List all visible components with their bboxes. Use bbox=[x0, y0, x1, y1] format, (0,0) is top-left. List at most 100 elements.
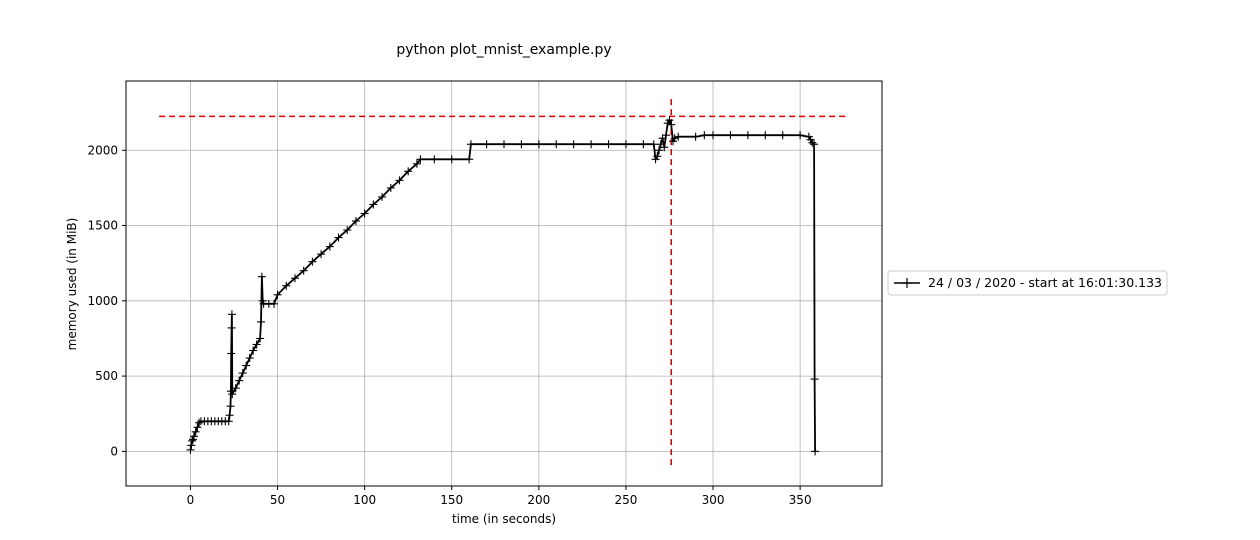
data-point bbox=[662, 131, 670, 140]
data-point bbox=[249, 346, 258, 355]
data-point bbox=[343, 226, 352, 235]
data-point bbox=[665, 116, 674, 125]
x-tick-label-250: 250 bbox=[614, 493, 637, 507]
data-point bbox=[395, 176, 404, 185]
data-point bbox=[299, 266, 308, 275]
reference-lines bbox=[159, 99, 849, 468]
x-tick-label-50: 50 bbox=[270, 493, 285, 507]
y-tick-label-1500: 1500 bbox=[87, 219, 118, 233]
data-point bbox=[186, 445, 195, 454]
data-point bbox=[308, 257, 317, 266]
data-point bbox=[290, 274, 299, 283]
data-point bbox=[225, 411, 234, 420]
data-point bbox=[231, 384, 240, 393]
data-point bbox=[386, 183, 395, 192]
data-series bbox=[186, 116, 820, 456]
data-point bbox=[655, 146, 664, 155]
data-point bbox=[404, 167, 413, 176]
axis-ticks: 0 50 100 150 200 250 300 350 0 500 1000 1500 2000 bbox=[87, 143, 811, 507]
chart-title: python plot_mnist_example.py bbox=[396, 42, 611, 58]
data-point bbox=[653, 152, 662, 161]
data-point bbox=[334, 233, 343, 242]
data-point bbox=[270, 299, 279, 308]
y-tick-label-2000: 2000 bbox=[87, 143, 118, 157]
data-point bbox=[517, 140, 526, 149]
data-point bbox=[282, 281, 291, 290]
data-point bbox=[188, 436, 197, 445]
data-point bbox=[587, 140, 596, 149]
x-tick-label-300: 300 bbox=[702, 493, 725, 507]
data-point bbox=[660, 143, 669, 152]
data-point bbox=[187, 441, 196, 450]
data-point bbox=[604, 140, 613, 149]
data-point bbox=[808, 138, 817, 147]
data-point bbox=[778, 131, 787, 140]
data-point bbox=[242, 361, 251, 370]
data-point bbox=[193, 423, 202, 432]
data-point bbox=[796, 131, 805, 140]
data-point bbox=[761, 131, 770, 140]
data-point bbox=[674, 132, 683, 141]
data-point bbox=[228, 390, 237, 399]
grid bbox=[126, 81, 882, 486]
x-tick-label-350: 350 bbox=[789, 493, 812, 507]
data-point bbox=[235, 376, 244, 385]
data-point bbox=[700, 131, 709, 140]
data-point bbox=[667, 120, 676, 129]
legend-box bbox=[887, 270, 1168, 296]
x-tick-label-200: 200 bbox=[527, 493, 550, 507]
data-point bbox=[482, 140, 491, 149]
y-axis-label: memory used (in MiB) bbox=[65, 218, 79, 351]
data-point bbox=[252, 340, 261, 349]
data-point bbox=[500, 140, 508, 149]
data-point bbox=[670, 134, 679, 143]
data-point bbox=[569, 140, 578, 149]
data-point bbox=[189, 432, 198, 441]
data-point bbox=[412, 159, 421, 168]
data-point bbox=[195, 418, 204, 427]
data-point bbox=[465, 155, 474, 164]
data-point bbox=[351, 217, 360, 226]
data-point bbox=[226, 402, 235, 411]
data-point bbox=[256, 334, 265, 343]
data-point bbox=[360, 209, 369, 218]
data-point bbox=[639, 140, 648, 149]
data-point bbox=[552, 140, 561, 149]
data-point bbox=[416, 155, 425, 164]
data-point bbox=[649, 140, 658, 149]
data-point bbox=[257, 317, 265, 326]
data-point bbox=[238, 369, 247, 378]
data-point bbox=[227, 349, 236, 358]
data-point bbox=[810, 375, 819, 384]
data-point bbox=[245, 354, 254, 363]
data-point bbox=[726, 131, 735, 140]
y-tick-label-500: 500 bbox=[95, 369, 118, 383]
data-point bbox=[224, 417, 233, 426]
data-point bbox=[447, 155, 456, 164]
data-point bbox=[691, 132, 700, 141]
plot-frame bbox=[125, 80, 883, 487]
data-point bbox=[466, 140, 475, 149]
data-point bbox=[810, 140, 819, 149]
legend-entry-label: 24 / 03 / 2020 - start at 16:01:30.133 bbox=[928, 275, 1162, 290]
data-point bbox=[621, 140, 630, 149]
data-point bbox=[273, 290, 282, 299]
data-point bbox=[378, 192, 387, 201]
data-point bbox=[743, 131, 752, 140]
data-point bbox=[534, 140, 543, 149]
data-point bbox=[430, 155, 439, 164]
y-tick-label-0: 0 bbox=[110, 444, 118, 458]
x-tick-label-100: 100 bbox=[353, 493, 376, 507]
data-point bbox=[227, 310, 236, 319]
x-axis-label: time (in seconds) bbox=[452, 512, 556, 526]
data-point bbox=[369, 200, 378, 209]
data-point bbox=[227, 323, 236, 332]
y-tick-label-1000: 1000 bbox=[87, 294, 118, 308]
data-point bbox=[709, 131, 718, 140]
data-point bbox=[811, 447, 820, 456]
data-point bbox=[317, 250, 326, 259]
x-tick-label-150: 150 bbox=[440, 493, 463, 507]
x-tick-label-0: 0 bbox=[187, 493, 195, 507]
